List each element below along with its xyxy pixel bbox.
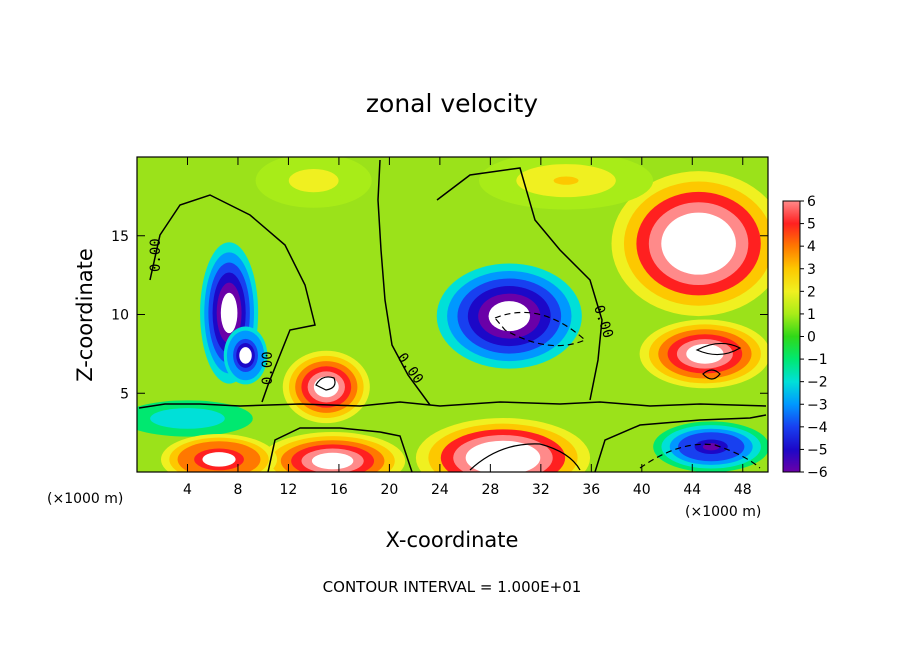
field-level (210, 455, 228, 464)
velocity-feature (436, 263, 582, 369)
velocity-feature (611, 171, 768, 317)
colorbar-label: −2 (807, 375, 828, 391)
field-level (320, 381, 333, 393)
x-tick-label: 20 (380, 482, 398, 498)
contour-line (267, 427, 413, 472)
contour-line (377, 159, 431, 406)
x-unit-label-right: (×1000 m) (685, 504, 761, 520)
field-level (305, 176, 322, 185)
x-axis-label: X-coordinate (386, 528, 519, 552)
colorbar-label: −1 (807, 352, 828, 368)
colorbar-ticks: 6 5 4 3 2 1 0 −1 −2 −3 −4 −5 −6 (800, 194, 828, 481)
colorbar-label: −5 (807, 442, 828, 458)
colorbar-gradient (782, 200, 801, 473)
x-axis: 4 8 12 16 20 24 28 32 36 40 44 48 (183, 157, 752, 498)
x-tick-label: 36 (582, 482, 600, 498)
field-level (686, 233, 712, 254)
velocity-feature (160, 434, 278, 472)
velocity-feature (653, 421, 768, 472)
colorbar-label: 5 (807, 217, 816, 233)
contour-label: 0.00 (260, 351, 276, 385)
colorbar-label: −6 (807, 465, 828, 481)
velocity-feature (255, 157, 372, 208)
contour-line (594, 414, 767, 472)
y-axis: 5 10 15 (111, 229, 768, 402)
field-level (553, 176, 579, 185)
colorbar-label: 2 (807, 284, 816, 300)
y-tick-label: 10 (111, 308, 129, 324)
x-tick-label: 48 (734, 482, 752, 498)
field-level (224, 302, 234, 324)
colorbar: 6 5 4 3 2 1 0 −1 −2 −3 −4 −5 −6 (782, 194, 828, 481)
colorbar-label: −4 (807, 420, 828, 436)
y-tick-label: 15 (111, 229, 129, 245)
contour-label: 0.00 (148, 238, 164, 272)
x-tick-label: 16 (330, 482, 348, 498)
contour-line (436, 167, 603, 401)
velocity-feature (282, 350, 370, 424)
contour-line (138, 401, 767, 409)
velocity-feature (137, 400, 253, 437)
contour-line-negative (639, 443, 761, 469)
contour-line-positive (695, 342, 742, 356)
x-tick-label: 44 (683, 482, 701, 498)
colorbar-label: 0 (807, 330, 816, 346)
velocity-feature (639, 319, 768, 389)
velocity-feature (260, 432, 406, 472)
plot-area (137, 157, 768, 472)
field-level (322, 456, 343, 466)
contour-line-positive (315, 376, 336, 391)
field-level (498, 308, 520, 324)
x-tick-label: 24 (431, 482, 449, 498)
x-unit-label-left: (×1000 m) (47, 491, 123, 507)
field-level (242, 351, 249, 360)
velocity-feature (479, 157, 654, 210)
contour-line (149, 194, 316, 403)
x-tick-label: 28 (481, 482, 499, 498)
x-tick-label: 40 (633, 482, 651, 498)
field-level (178, 415, 197, 422)
colorbar-label: 3 (807, 262, 816, 278)
velocity-feature (223, 326, 268, 385)
contour-line-positive (469, 443, 581, 471)
x-tick-label: 12 (280, 482, 298, 498)
zero-contours (138, 159, 767, 472)
x-tick-label: 32 (532, 482, 550, 498)
field-level (490, 452, 516, 464)
x-tick-label: 4 (183, 482, 192, 498)
velocity-field (137, 157, 768, 472)
chart-title: zonal velocity (366, 89, 538, 118)
colorbar-label: 6 (807, 194, 816, 210)
colorbar-label: 4 (807, 239, 816, 255)
x-tick-label: 8 (233, 482, 242, 498)
colorbar-label: 1 (807, 307, 816, 323)
y-tick-label: 5 (120, 386, 129, 402)
contour-line-positive (702, 369, 721, 380)
colorbar-label: −3 (807, 397, 828, 413)
contour-interval-text: CONTOUR INTERVAL = 1.000E+01 (323, 578, 582, 596)
y-axis-label: Z-coordinate (73, 248, 97, 382)
velocity-feature (415, 417, 591, 472)
